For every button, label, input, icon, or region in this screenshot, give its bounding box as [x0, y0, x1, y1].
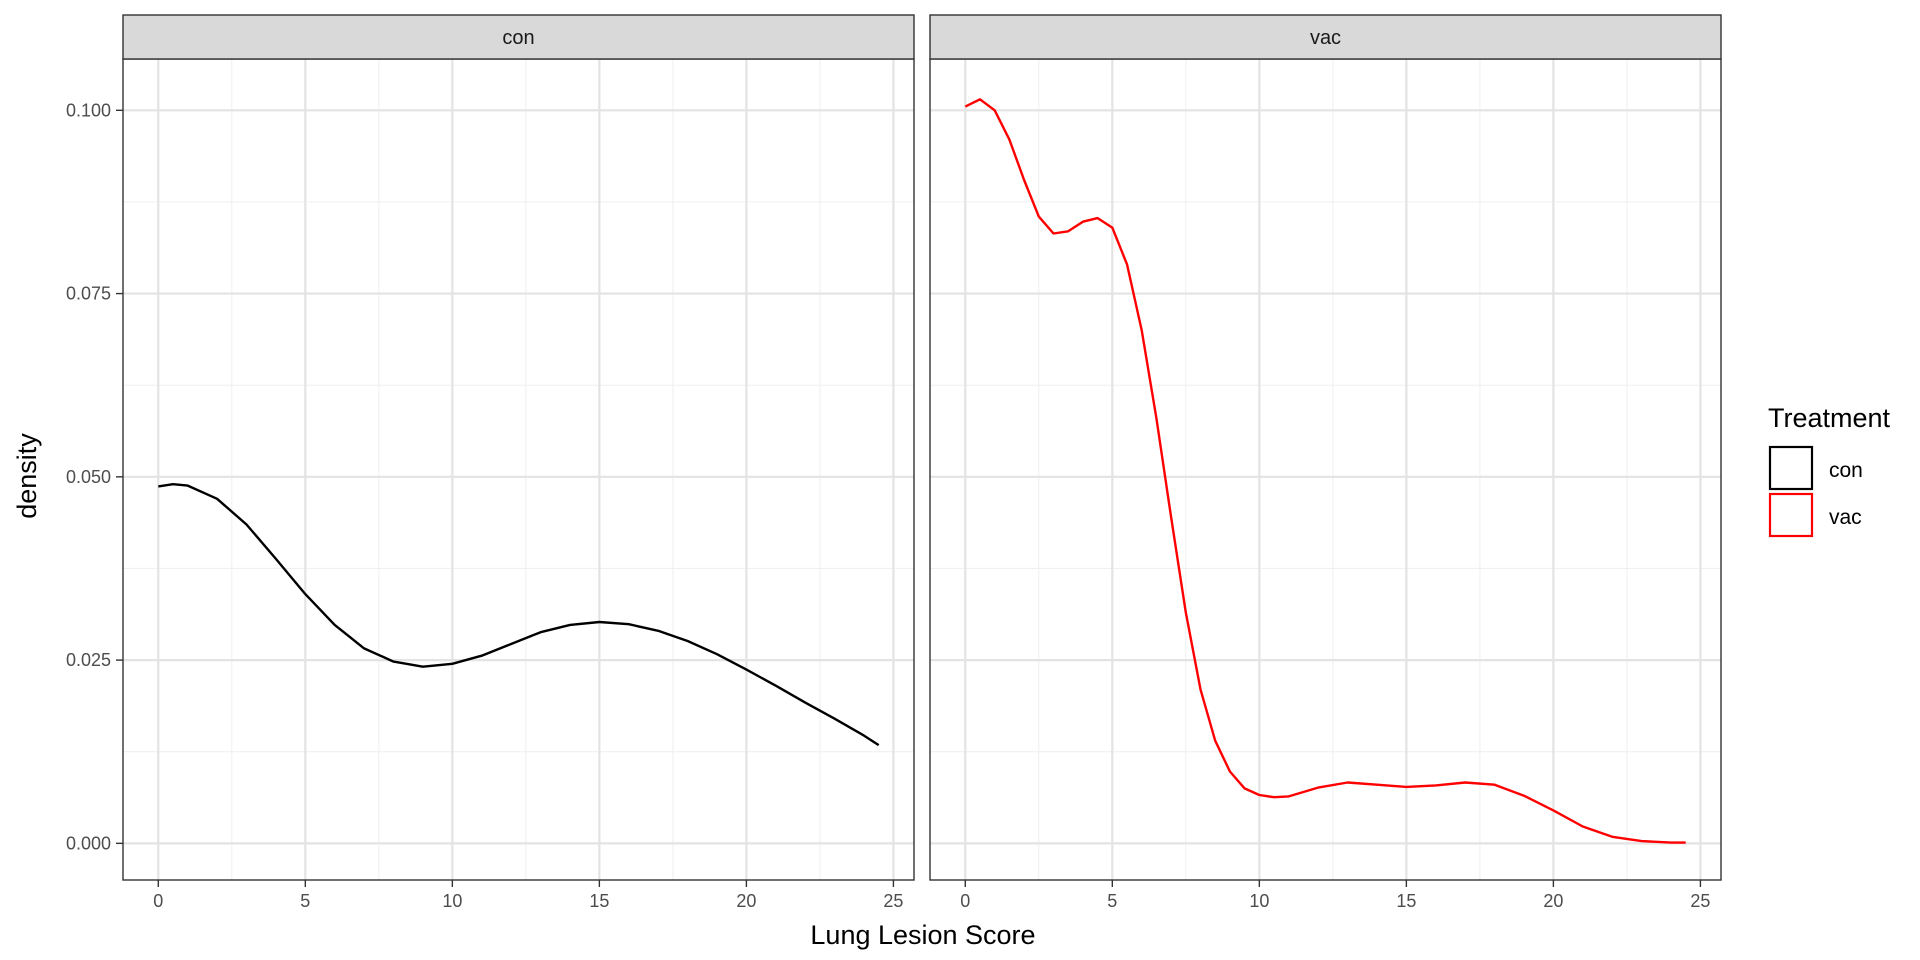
- facet-panel-vac: vac 0 5 10 15 20 25: [929, 14, 1722, 911]
- y-tick-label: 0.000: [66, 833, 111, 853]
- legend-title: Treatment: [1768, 403, 1891, 433]
- x-tick-label: 15: [1396, 891, 1416, 911]
- x-axis-title: Lung Lesion Score: [810, 920, 1035, 950]
- legend-key-vac: [1768, 492, 1814, 538]
- facet-strip-label: con: [502, 27, 534, 49]
- density-line-con: [158, 483, 880, 747]
- plot-background: [123, 59, 914, 880]
- legend-entry-vac: vac: [1768, 492, 1862, 538]
- x-tick-label: 15: [589, 891, 609, 911]
- legend-key-con: [1768, 445, 1814, 491]
- facet-panel-con: con 0 5 10 15 20 25 0.000 0.025 0.050 0.075 0.100: [66, 14, 915, 911]
- legend: Treatment con vac: [1768, 403, 1891, 538]
- plot-background: [930, 59, 1721, 880]
- y-axis-title: density: [12, 433, 42, 519]
- density-line-vac: [964, 98, 1686, 844]
- y-tick-label: 0.075: [66, 284, 111, 304]
- x-tick-label: 5: [300, 891, 310, 911]
- y-tick-label: 0.025: [66, 650, 111, 670]
- x-tick-label: 0: [960, 891, 970, 911]
- x-tick-label: 0: [153, 891, 163, 911]
- legend-label-vac: vac: [1829, 506, 1862, 529]
- x-tick-label: 20: [736, 891, 756, 911]
- legend-label-con: con: [1829, 459, 1863, 482]
- x-tick-label: 5: [1107, 891, 1117, 911]
- x-tick-label: 10: [442, 891, 462, 911]
- facet-strip-label: vac: [1310, 27, 1341, 49]
- facet-strip: [122, 14, 915, 60]
- x-tick-label: 25: [1690, 891, 1710, 911]
- x-tick-label: 20: [1543, 891, 1563, 911]
- x-tick-label: 25: [883, 891, 903, 911]
- legend-entry-con: con: [1768, 445, 1863, 491]
- x-tick-label: 10: [1249, 891, 1269, 911]
- y-tick-label: 0.100: [66, 100, 111, 120]
- y-tick-label: 0.050: [66, 467, 111, 487]
- facet-strip: [929, 14, 1722, 60]
